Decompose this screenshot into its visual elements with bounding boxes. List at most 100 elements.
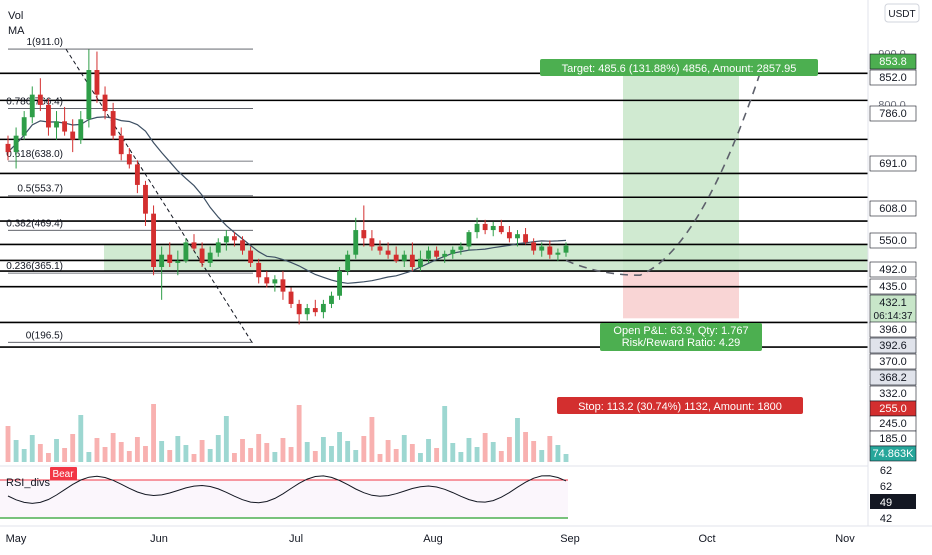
volume-bar [482,433,488,462]
volume-bar [223,416,229,462]
price-label-box [869,278,917,295]
candle-body [94,70,100,95]
price-label-box [869,353,917,370]
time-label: Aug [423,533,443,545]
volume-bar [37,444,43,462]
price-label-box [869,232,917,249]
volume-bar [21,449,27,462]
volume-bar [345,441,351,462]
stop-label[interactable]: Stop: 113.2 (30.74%) 1132, Amount: 1800 [557,397,803,414]
volume-bar [151,404,156,462]
candle-body [21,117,27,136]
currency-badge-box[interactable] [884,3,920,23]
rsi-line [7,475,567,504]
price-label-box [869,53,917,70]
rsi-value-box [870,494,916,509]
volume-bar [94,438,100,462]
candle-body [118,135,124,155]
price-label: 691.0 [879,158,907,170]
candle-body [183,242,189,261]
candle-body [280,279,286,292]
rsi-title[interactable]: RSI_divs [6,477,51,489]
rsi-tick: 49 [880,497,892,509]
price-label: 432.1 [879,297,907,309]
volume-bar [563,454,569,462]
price-label: 492.0 [879,264,907,276]
candle-body [466,232,472,247]
volume-bar [393,449,399,462]
volume-bar [143,446,148,462]
volume-bar [547,436,553,462]
rsi-band [0,480,568,518]
volume-bar [337,432,342,462]
volume-bar [191,454,197,462]
volume-bar [474,447,480,462]
volume-bar [248,448,254,462]
candle-body [506,232,512,239]
volume-bar [46,453,51,462]
candle-body [320,303,326,313]
stop-label-text: Stop: 113.2 (30.74%) 1132, Amount: 1800 [578,401,782,413]
candle-body [482,223,488,231]
projection-path [565,73,761,277]
pnl-label[interactable]: Open P&L: 63.9, Qty: 1.767 Risk/Reward R… [600,323,762,351]
candle-body [458,246,464,250]
volume-bar [70,434,76,462]
candle-body [401,254,407,261]
price-label: 435.0 [879,281,907,293]
time-label: Jun [150,533,168,545]
legend-vol[interactable]: Vol [8,10,23,22]
candle-body [240,240,245,251]
candle-body [515,234,520,239]
candle-body [304,308,310,315]
volume-bar [13,440,19,462]
candle-body [361,230,367,239]
time-label: Sep [560,533,580,545]
target-label[interactable]: Target: 485.6 (131.88%) 4856, Amount: 28… [540,59,818,76]
volume-bar [134,437,140,462]
bear-label-text: Bear [52,469,74,480]
candle-body [312,308,318,313]
volume-bar [62,448,68,462]
price-label: 853.8 [879,56,907,68]
candle-body [490,225,496,231]
candle-body [264,277,270,284]
candle-body [207,252,213,263]
volume-bar [490,442,496,462]
price-label-box [869,200,917,217]
candle-body [385,250,391,255]
candle-body [70,131,76,140]
volume-bar [466,438,472,462]
price-scale[interactable]: 900.0800.0853.8852.0786.0691.0608.0550.0… [869,49,917,525]
price-label: 255.0 [879,403,907,415]
candle-body [167,254,173,263]
candle-body [531,242,537,251]
candle-body [272,279,278,284]
candle-body [329,295,334,304]
bear-label: Bear [50,467,77,480]
volume-bar [312,451,318,462]
legend-ma[interactable]: MA [8,25,25,37]
volume-bar [207,449,213,462]
price-label-countdown: 06:14:37 [874,311,913,322]
currency-badge[interactable]: USDT [888,9,915,20]
volume-bar [401,435,407,462]
candle-body [151,213,156,268]
time-label: Nov [835,533,855,545]
volume-bar [304,442,310,462]
price-label-box [869,69,917,86]
volume-bar [385,440,391,462]
volume-bar [5,426,11,462]
candle-body [46,104,51,128]
fib-label: 0.382(469.4) [6,218,63,229]
volume-bar [523,432,528,462]
price-label: 550.0 [879,235,907,247]
candle-body [5,143,11,153]
volume-bar [54,439,59,462]
price-label-box [869,105,917,122]
volume-bar [515,418,520,462]
price-label-box [869,369,917,386]
time-axis[interactable]: May Jun Jul Aug Sep Oct Nov [6,533,856,545]
